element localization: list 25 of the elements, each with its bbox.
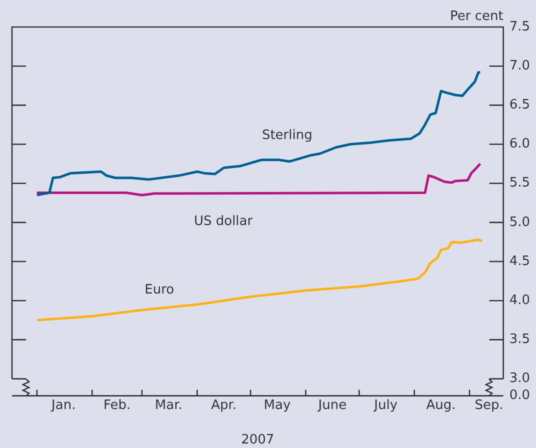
- y-tick-label: 3.0: [509, 371, 530, 386]
- x-tick-label: Jan.: [50, 398, 76, 413]
- x-tick-label: July: [373, 398, 398, 413]
- y-tick-label: 4.5: [509, 254, 530, 269]
- x-tick-label: May: [264, 398, 291, 413]
- y-tick-label: 6.0: [509, 136, 530, 152]
- x-axis-title: 2007: [241, 432, 274, 448]
- x-tick-label: June: [317, 398, 347, 413]
- y-axis-title: Per cent: [450, 8, 504, 24]
- y-tick-label: 6.5: [509, 98, 530, 113]
- series-label: Euro: [144, 282, 174, 298]
- x-tick-label: Aug.: [426, 398, 456, 413]
- series-label: Sterling: [262, 128, 312, 143]
- series-label: US dollar: [194, 214, 254, 229]
- x-tick-label: Sep.: [474, 398, 504, 413]
- x-tick-label: Apr.: [211, 398, 237, 413]
- y-tick-label: 4.0: [509, 292, 530, 308]
- x-tick-label: Mar.: [154, 398, 182, 413]
- y-tick-label: 3.5: [509, 332, 530, 348]
- y-tick-label: 7.0: [509, 58, 530, 74]
- y-tick-label: 5.5: [509, 176, 530, 191]
- text: 0.0: [509, 388, 530, 404]
- y-tick-label: 5.0: [509, 214, 530, 230]
- x-tick-label: Feb.: [103, 398, 131, 413]
- y-tick-label: 7.5: [509, 19, 530, 34]
